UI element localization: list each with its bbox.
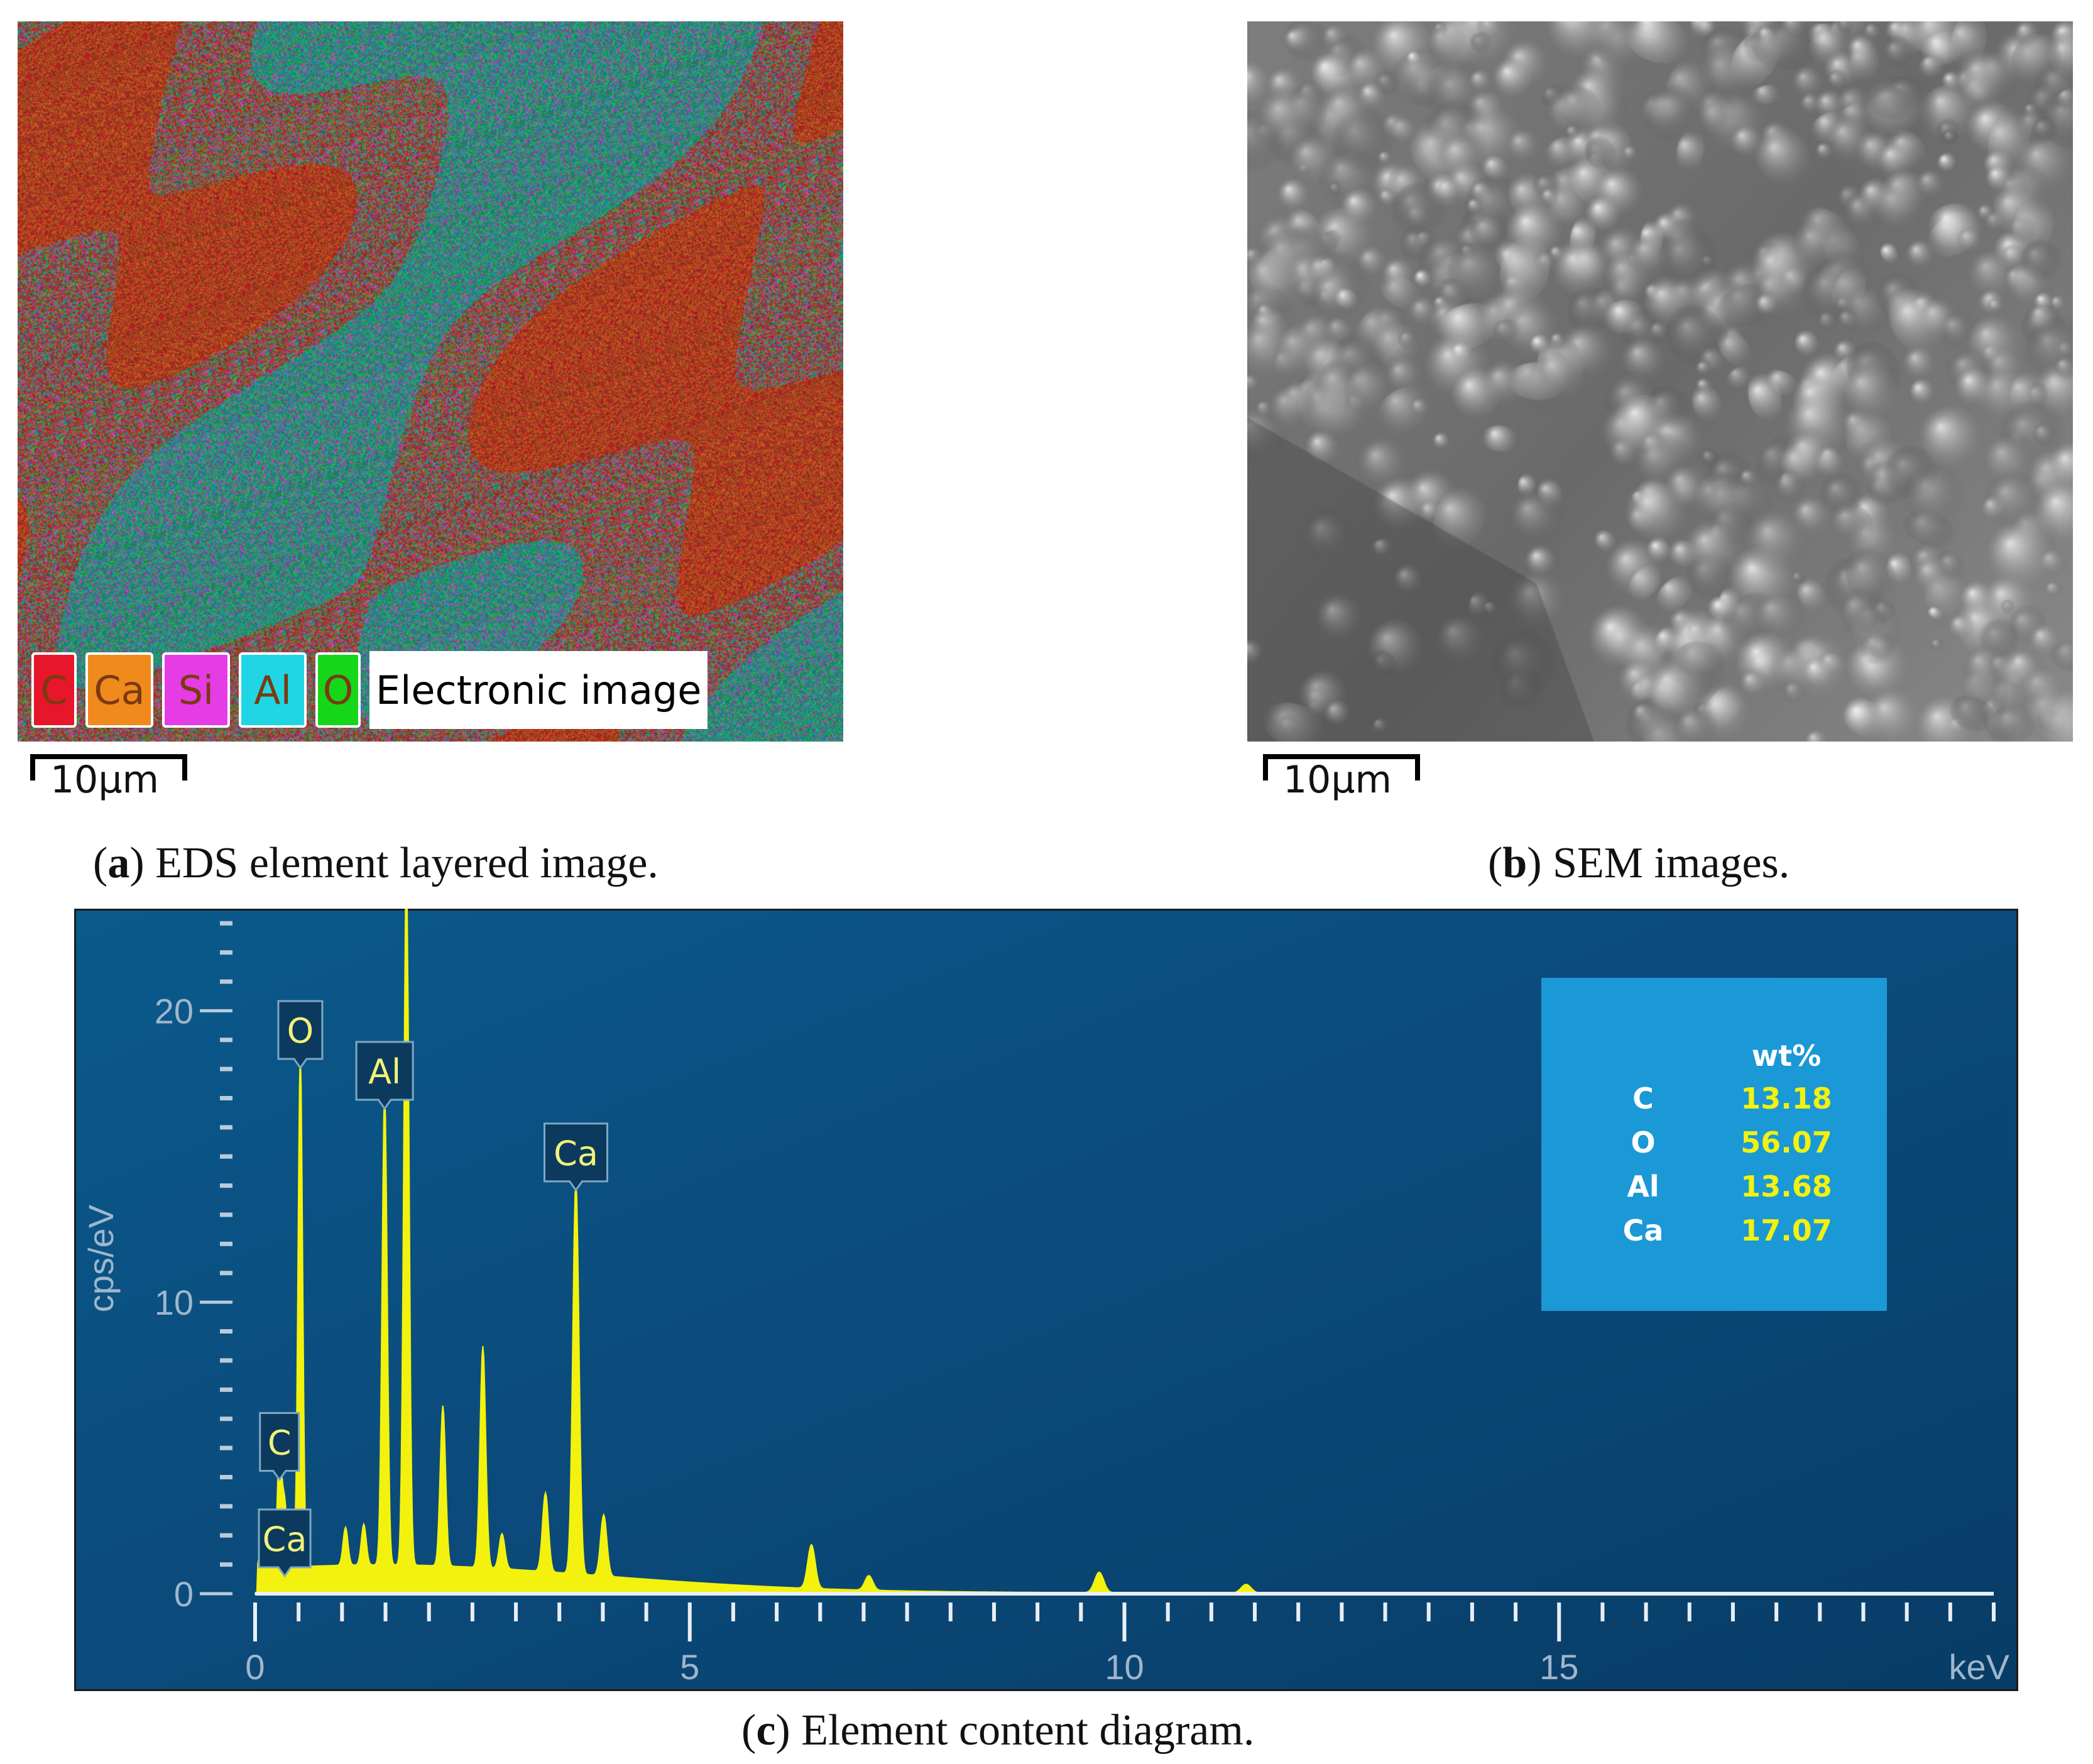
x-tick-label: 5 — [680, 1647, 699, 1687]
panel-a: C Ca Si Al O Electronic image — [18, 21, 843, 742]
sem-micrograph-image — [1247, 21, 2073, 742]
panel-b — [1247, 21, 2073, 742]
eds-spectrum-chart: 0 10 20 0 5 10 15 keV cps/eV O Al Ca C Ca wt% C 13.18 O 56… — [74, 909, 2018, 1691]
caption-a: (a) EDS element layered image. — [93, 839, 659, 887]
peak-label-ca: Ca — [263, 1520, 307, 1559]
x-tick-label: 15 — [1539, 1647, 1578, 1687]
y-axis-label: cps/eV — [81, 1204, 121, 1312]
y-tick-label: 10 — [155, 1283, 194, 1322]
legend-chip-ca: Ca — [85, 652, 153, 728]
caption-c: (c) Element content diagram. — [741, 1706, 1255, 1755]
peak-label-c: C — [268, 1423, 292, 1462]
peak-label-al: Al — [368, 1052, 401, 1092]
peak-label-box — [277, 1000, 324, 1070]
composition-table — [1541, 978, 1887, 1311]
composition-value: 17.07 — [1741, 1213, 1832, 1247]
composition-element: C — [1632, 1082, 1654, 1115]
peak-label-ca: Ca — [554, 1134, 598, 1173]
composition-value: 56.07 — [1741, 1126, 1832, 1159]
peak-label-o: O — [287, 1011, 314, 1051]
legend-chip-al: Al — [239, 652, 307, 728]
scale-bar-label: 10μm — [50, 758, 159, 802]
composition-value: 13.68 — [1741, 1170, 1832, 1203]
composition-element: O — [1631, 1126, 1655, 1159]
legend-electronic-image-label: Electronic image — [369, 651, 708, 729]
y-tick-label: 20 — [155, 991, 194, 1031]
peak-label-box — [544, 1122, 609, 1192]
peak-label-box — [355, 1041, 414, 1110]
composition-table-header: wt% — [1752, 1039, 1822, 1073]
x-axis-label: keV — [1949, 1647, 2010, 1687]
legend-chip-c: C — [31, 652, 77, 728]
composition-element: Al — [1627, 1170, 1659, 1203]
legend-chip-si: Si — [162, 652, 230, 728]
element-legend: C Ca Si Al O Electronic image — [31, 651, 708, 729]
y-tick-label: 0 — [174, 1574, 194, 1614]
caption-b: (b) SEM images. — [1488, 839, 1790, 887]
x-tick-label: 0 — [245, 1647, 265, 1687]
peak-label-box — [259, 1411, 300, 1482]
scale-bar-label: 10μm — [1283, 758, 1392, 802]
composition-value: 13.18 — [1741, 1082, 1832, 1115]
x-tick-label: 10 — [1105, 1647, 1144, 1687]
legend-chip-o: O — [315, 652, 361, 728]
eds-layered-map-image — [18, 21, 843, 742]
peak-label-box — [258, 1508, 312, 1578]
composition-element: Ca — [1623, 1213, 1664, 1247]
